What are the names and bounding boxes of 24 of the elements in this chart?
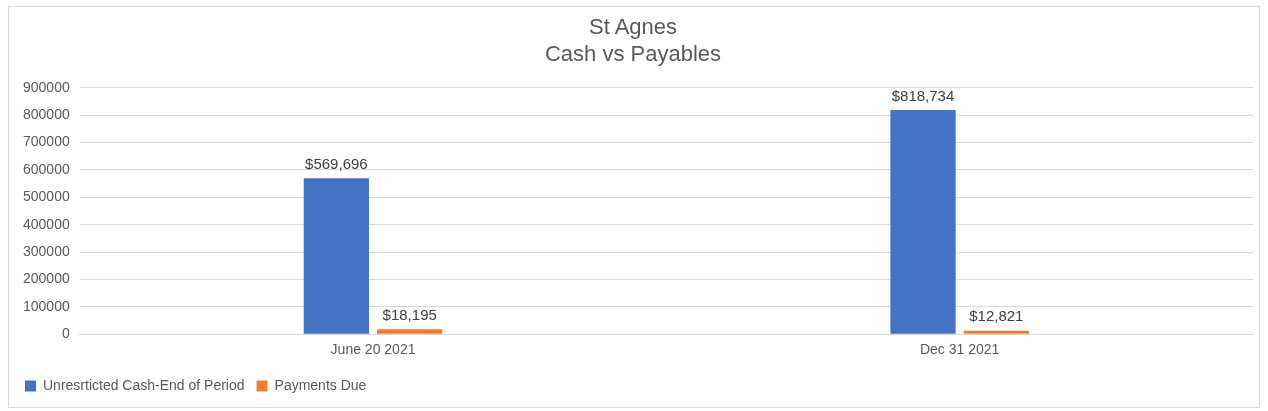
- y-tick-label: 900000: [23, 78, 70, 95]
- x-tick-label: June 20 2021: [330, 341, 416, 358]
- bar: [963, 330, 1029, 334]
- y-tick-label: 600000: [23, 160, 70, 177]
- y-tick-label: 800000: [23, 106, 70, 123]
- y-tick-label: 400000: [23, 215, 70, 232]
- y-tick-label: 700000: [23, 133, 70, 150]
- y-tick-label: 200000: [23, 270, 70, 287]
- bar: [303, 178, 369, 334]
- legend-label: Unresrticted Cash-End of Period: [43, 376, 245, 393]
- data-label: $18,195: [382, 305, 437, 323]
- data-label: $569,696: [305, 154, 368, 172]
- legend-label: Payments Due: [274, 376, 367, 393]
- x-tick-label: Dec 31 2021: [919, 341, 1000, 358]
- y-tick-label: 0: [61, 325, 70, 342]
- y-tick-label: 300000: [23, 242, 70, 259]
- bar: [377, 329, 443, 334]
- bar: [890, 110, 956, 334]
- y-tick-label: 100000: [23, 297, 70, 314]
- text: St Agnes: [588, 14, 678, 40]
- y-tick-label: 500000: [23, 188, 70, 205]
- data-label: $818,734: [891, 86, 955, 104]
- data-label: $12,821: [969, 307, 1024, 325]
- text: Cash vs Payables: [544, 40, 722, 66]
